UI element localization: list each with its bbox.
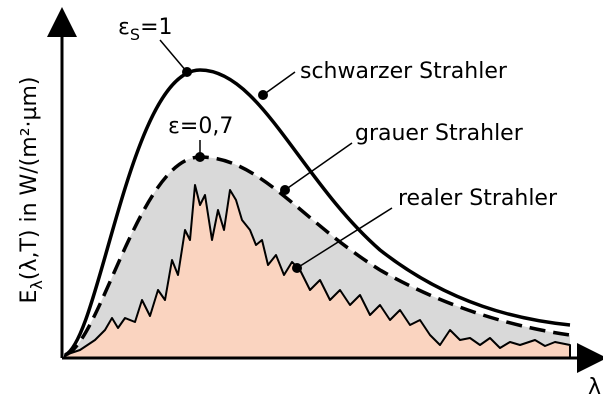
black-label: schwarzer Strahler xyxy=(300,59,508,84)
dots xyxy=(182,67,302,273)
x-axis-label: λ xyxy=(588,375,601,400)
black-body-curve xyxy=(64,68,571,357)
grey-body-curve xyxy=(64,155,571,357)
black-emissivity: εS=1 xyxy=(118,15,173,44)
leaders xyxy=(159,39,393,269)
real-area xyxy=(64,184,571,359)
grey-emissivity: ε=0,7 xyxy=(168,114,233,139)
real-label: realer Strahler xyxy=(398,186,558,211)
y-axis-label: Eλ(λ,T) in W/(m²·µm) xyxy=(17,76,46,303)
grey-label: grauer Strahler xyxy=(355,121,524,146)
